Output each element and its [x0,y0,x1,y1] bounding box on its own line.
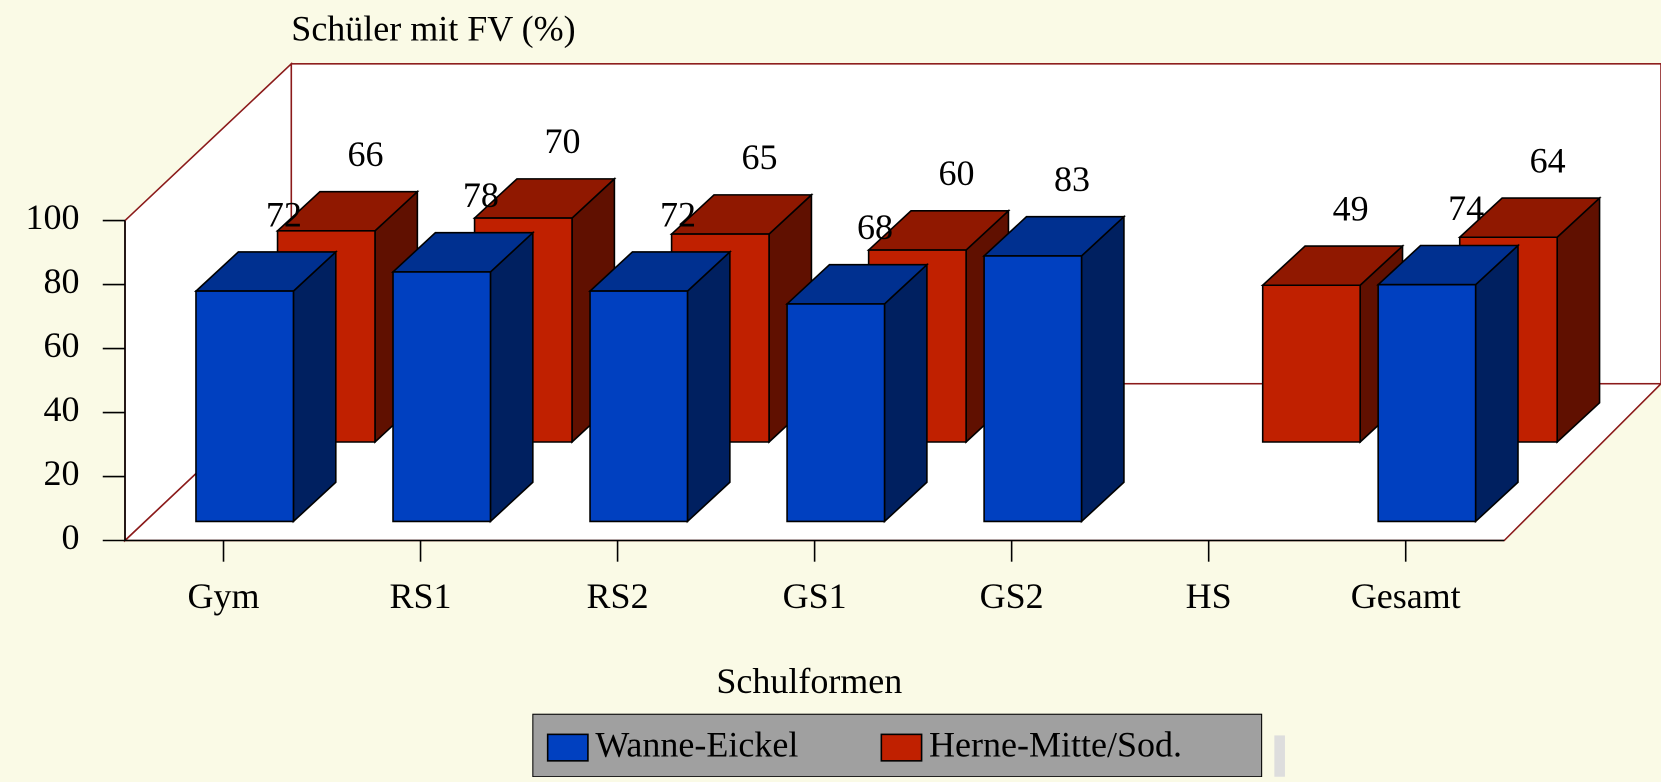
bar-front [983,255,1083,523]
bar-side [292,250,337,524]
y-tick-label: 100 [25,197,79,237]
y-tick-label: 40 [43,389,79,429]
x-tick-label: RS2 [587,576,649,616]
value-label: 64 [1530,140,1566,180]
bar [1376,243,1521,524]
value-label: 65 [742,137,778,177]
legend-swatch [546,733,589,762]
x-tick-label: HS [1186,576,1232,616]
value-label: 60 [939,153,975,193]
value-label: 72 [660,194,696,234]
value-label: 74 [1448,188,1484,228]
value-label: 66 [347,134,383,174]
bar-front [1261,284,1361,443]
bar-front [589,290,689,523]
bar-front [786,303,886,523]
x-tick-label: Gesamt [1351,576,1461,616]
bar [588,250,732,524]
x-axis-label: Schulformen [716,661,902,701]
bar-side [1474,243,1519,524]
chart-title: Schüler mit FV (%) [291,8,575,48]
legend-label: Wanne-Eickel [595,724,798,764]
bar [193,250,338,524]
legend-shadow [1274,735,1285,777]
bar [785,262,929,524]
value-label: 72 [266,194,302,234]
bar-front [392,271,492,523]
bar-front [195,290,295,523]
value-label: 70 [544,121,580,161]
bar-side [1080,214,1125,524]
x-tick-label: Gym [188,576,260,616]
y-tick-label: 60 [43,325,79,365]
x-tick-label: GS2 [980,576,1044,616]
value-label: 83 [1054,159,1090,199]
y-tick-label: 80 [43,261,79,301]
value-label: 49 [1333,188,1369,228]
bar-front [1377,283,1477,523]
y-tick-label: 20 [43,453,79,493]
bar [390,230,535,524]
legend-label: Herne-Mitte/Sod. [929,724,1182,764]
y-tick-label: 0 [61,517,79,557]
value-label: 78 [463,175,499,215]
bar-side [1556,196,1601,444]
legend-swatch [880,733,923,762]
bar-side [883,262,928,524]
bar [982,214,1126,524]
bar-side [489,230,534,524]
x-tick-label: RS1 [390,576,452,616]
x-tick-label: GS1 [783,576,847,616]
bar-side [686,250,731,524]
value-label: 68 [857,207,893,247]
